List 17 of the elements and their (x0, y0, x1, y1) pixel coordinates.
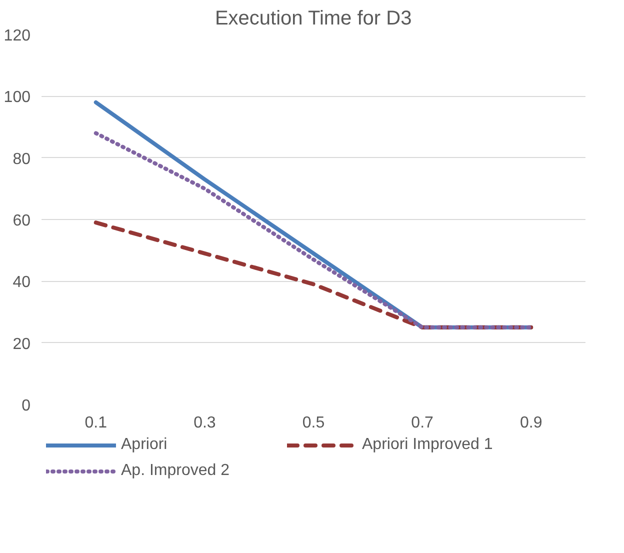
x-tick-label: 0.5 (302, 414, 325, 432)
x-tick-label: 0.1 (84, 414, 108, 432)
legend-label: Apriori Improved 1 (362, 436, 494, 454)
y-tick-label: 80 (12, 150, 31, 168)
x-tick-label: 0.3 (194, 414, 216, 432)
legend-label: Apriori (121, 436, 168, 454)
legend-label: Ap. Improved 2 (121, 462, 230, 480)
x-tick-label: 0.7 (411, 414, 434, 432)
y-tick-label: 40 (12, 274, 31, 292)
y-tick-label: 20 (12, 336, 31, 353)
chart-title: Execution Time for D3 (214, 8, 412, 30)
line-series (94, 220, 534, 330)
y-tick-label: 0 (22, 398, 31, 414)
y-tick-label: 60 (12, 212, 31, 230)
y-tick-label: 120 (4, 28, 31, 44)
y-tick-label: 100 (4, 89, 31, 106)
x-tick-label: 0.9 (520, 414, 542, 432)
